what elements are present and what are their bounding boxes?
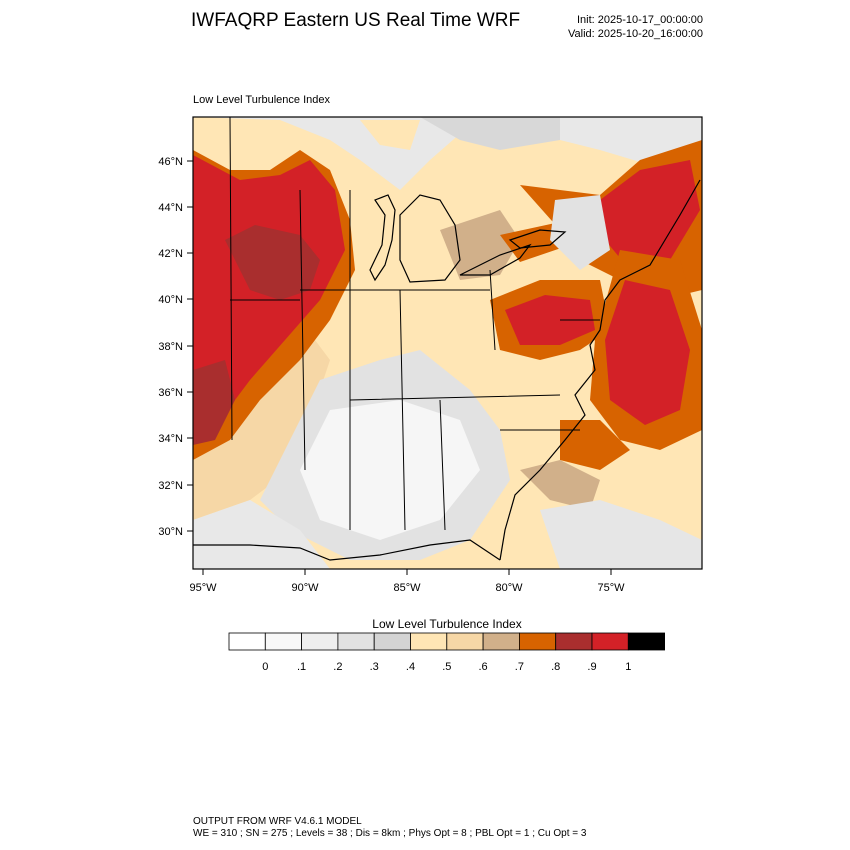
lon-label-85: 85°W <box>393 582 421 594</box>
colorbar-swatch <box>482 632 520 651</box>
field-midatl-red <box>505 295 595 345</box>
colorbar-swatch <box>410 632 448 651</box>
field-coast-brown <box>520 460 600 510</box>
cbar-tick-label: 1 <box>625 661 631 673</box>
field-se-white <box>300 400 480 540</box>
field-sw-darkred <box>193 360 235 445</box>
init-time: Init: 2025-10-17_00:00:00 <box>577 14 703 26</box>
map-field <box>193 117 702 569</box>
colorbar-swatch <box>555 632 593 651</box>
field-north-gray <box>193 117 702 200</box>
lat-label-36: 36°N <box>158 387 183 399</box>
footer-model: OUTPUT FROM WRF V4.6.1 MODEL <box>193 816 362 827</box>
field-midwest-darkred <box>225 225 320 300</box>
field-carolina-orange <box>560 420 630 470</box>
lon-ticks <box>202 569 612 575</box>
lon-label-95: 95°W <box>189 582 217 594</box>
cbar-tick-label: .6 <box>479 661 488 673</box>
field-atlantic-gray <box>540 500 702 569</box>
cbar-tick-label: .8 <box>551 661 560 673</box>
map-subtitle: Low Level Turbulence Index <box>193 94 330 106</box>
field-lakes-brown <box>440 210 520 280</box>
cbar-tick-label: .9 <box>587 661 596 673</box>
map-boundaries <box>193 117 701 561</box>
plot-title: IWFAQRP Eastern US Real Time WRF <box>191 10 521 31</box>
colorbar-swatch <box>301 632 339 651</box>
gulf-coastline <box>193 539 501 561</box>
map-frame <box>192 116 703 570</box>
lat-label-30: 30°N <box>158 526 183 538</box>
lat-label-42: 42°N <box>158 248 183 260</box>
cbar-tick-label: .4 <box>406 661 415 673</box>
lat-label-44: 44°N <box>158 202 183 214</box>
colorbar-title: Low Level Turbulence Index <box>372 617 522 631</box>
lon-label-90: 90°W <box>291 582 319 594</box>
colorbar-swatch <box>591 632 629 651</box>
michigan-outline <box>399 194 461 283</box>
cbar-tick-label: 0 <box>262 661 268 673</box>
colorbar-labels: 0 .1 .2 .3 .4 .5 .6 .7 .8 .9 1 <box>262 661 631 673</box>
colorbar-swatch <box>337 632 375 651</box>
colorbar-swatch <box>627 632 665 651</box>
field-ny-gray <box>550 195 610 270</box>
colorbar-swatch <box>519 632 557 651</box>
field-north-gray2 <box>420 117 560 150</box>
lat-label-40: 40°N <box>158 294 183 306</box>
lake-michigan-outline <box>369 194 396 282</box>
cbar-tick-label: .7 <box>515 661 524 673</box>
atlantic-coastline <box>499 179 701 561</box>
colorbar-swatch <box>446 632 484 651</box>
field-gulf-gray <box>193 500 330 569</box>
cbar-tick-label: .1 <box>297 661 306 673</box>
field-north-tan <box>360 120 420 150</box>
valid-time: Valid: 2025-10-20_16:00:00 <box>568 28 703 40</box>
lon-label-75: 75°W <box>597 582 625 594</box>
field-ne-red <box>600 160 700 270</box>
colorbar-swatch <box>264 632 302 651</box>
field-offshore-red <box>605 280 690 425</box>
lat-label-32: 32°N <box>158 480 183 492</box>
lat-label-34: 34°N <box>158 433 183 445</box>
cbar-tick-label: .5 <box>442 661 451 673</box>
lake-ontario-outline <box>508 229 567 249</box>
state-lines <box>229 117 600 531</box>
colorbar-swatch <box>373 632 411 651</box>
colorbar-swatch <box>228 632 266 651</box>
lake-erie-outline <box>459 243 532 276</box>
colorbar <box>228 632 665 651</box>
lon-label-80: 80°W <box>495 582 523 594</box>
footer-config: WE = 310 ; SN = 275 ; Levels = 38 ; Dis … <box>193 828 587 839</box>
lat-label-46: 46°N <box>158 156 183 168</box>
lat-ticks <box>187 160 193 532</box>
lat-label-38: 38°N <box>158 341 183 353</box>
cbar-tick-label: .3 <box>370 661 379 673</box>
cbar-tick-label: .2 <box>333 661 342 673</box>
